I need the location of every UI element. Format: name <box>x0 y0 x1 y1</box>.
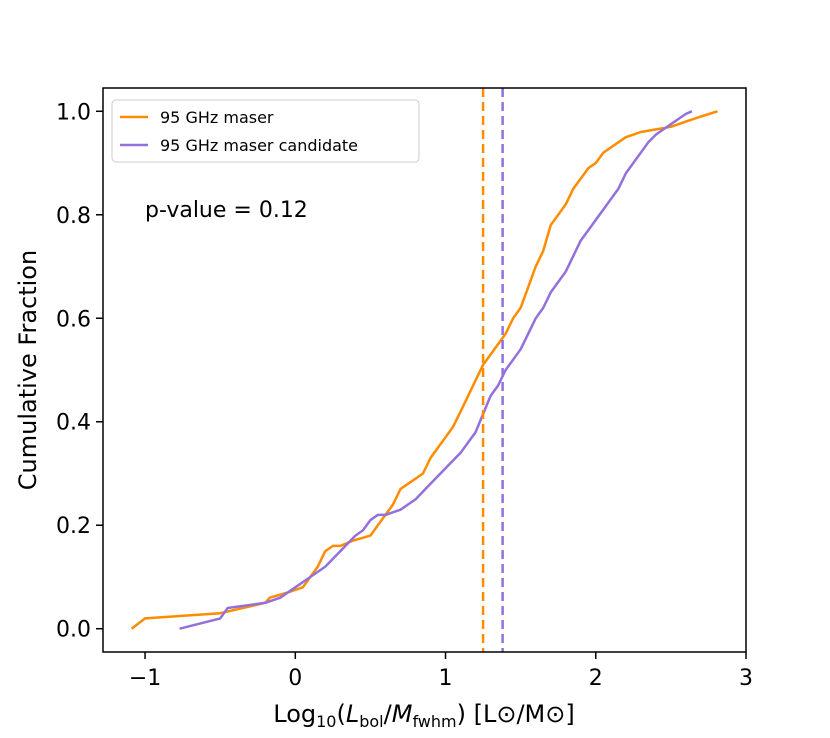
y-tick-label: 0.8 <box>56 204 91 229</box>
x-axis-ticks: −1 0 1 2 3 <box>129 652 753 691</box>
y-tick-label: 0.4 <box>56 411 91 436</box>
x-tick-label: 2 <box>589 666 603 691</box>
legend-label-maser: 95 GHz maser <box>160 108 274 127</box>
median-lines <box>481 88 504 652</box>
p-value-annotation: p-value = 0.12 <box>145 198 308 223</box>
legend-box <box>111 99 420 163</box>
y-tick-label: 0.2 <box>56 514 91 539</box>
y-axis-label: Cumulative Fraction <box>14 250 42 490</box>
x-tick-label: 0 <box>288 666 302 691</box>
plot-frame <box>102 87 747 653</box>
series-line-maser <box>130 110 718 630</box>
series-layer <box>130 110 718 630</box>
x-tick-label: 3 <box>739 666 753 691</box>
legend: 95 GHz maser 95 GHz maser candidate <box>111 99 420 163</box>
y-tick-label: 1.0 <box>56 100 91 125</box>
y-axis-ticks: 0.0 0.2 0.4 0.6 0.8 1.0 <box>56 100 103 643</box>
legend-label-candidate: 95 GHz maser candidate <box>160 136 358 155</box>
x-tick-label: −1 <box>129 666 161 691</box>
x-axis-label: Log10(Lbol/Mfwhm) [L⊙/M⊙] <box>273 700 574 731</box>
series-line-candidate <box>179 110 693 630</box>
x-tick-label: 1 <box>439 666 453 691</box>
y-tick-label: 0.6 <box>56 307 91 332</box>
y-tick-label: 0.0 <box>56 618 91 643</box>
